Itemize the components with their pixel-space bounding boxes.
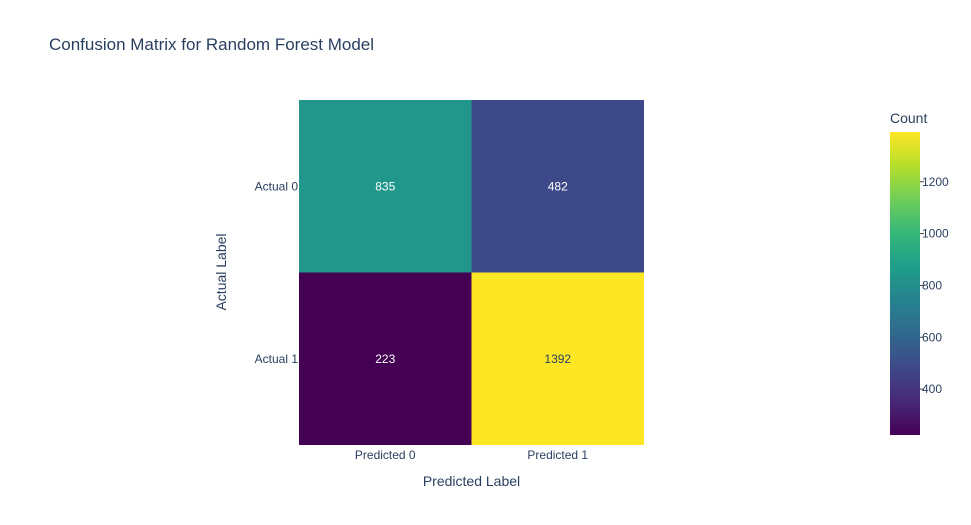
colorbar-tick-label: 1200	[922, 175, 949, 189]
y-axis-title: Actual Label	[213, 233, 229, 310]
colorbar-tick-label: 1000	[922, 227, 949, 241]
x-tick-label: Predicted 1	[527, 448, 588, 462]
cell-value-labels: 835 482 223 1392	[375, 179, 571, 366]
heatmap-cell-r0-c1	[471, 100, 644, 273]
heatmap-cell-r1-c1	[471, 272, 644, 445]
cell-value-r0-c0: 835	[375, 179, 395, 193]
y-tick-label: Actual 0	[255, 179, 299, 193]
y-tick-label: Actual 1	[255, 352, 299, 366]
heatmap-cell-r0-c0	[299, 100, 472, 273]
colorbar-tick-label: 800	[922, 278, 942, 292]
x-axis-title: Predicted Label	[423, 473, 520, 489]
cell-value-r1-c0: 223	[375, 352, 395, 366]
colorbar-gradient	[890, 132, 920, 435]
colorbar-tick-label: 400	[922, 382, 942, 396]
heatmap-cells	[299, 100, 644, 445]
cell-value-r0-c1: 482	[548, 179, 568, 193]
x-tick-label: Predicted 0	[355, 448, 416, 462]
chart-title: Confusion Matrix for Random Forest Model	[49, 35, 374, 54]
cell-value-r1-c1: 1392	[544, 352, 571, 366]
y-axis-ticks: Actual 0 Actual 1	[255, 179, 299, 366]
x-axis-ticks: Predicted 0 Predicted 1	[355, 448, 589, 462]
colorbar-tick-label: 600	[922, 330, 942, 344]
colorbar-ticks: 400 600 800 1000 1200	[920, 175, 949, 396]
colorbar-title: Count	[890, 110, 927, 126]
heatmap-cell-r1-c0	[299, 272, 472, 445]
